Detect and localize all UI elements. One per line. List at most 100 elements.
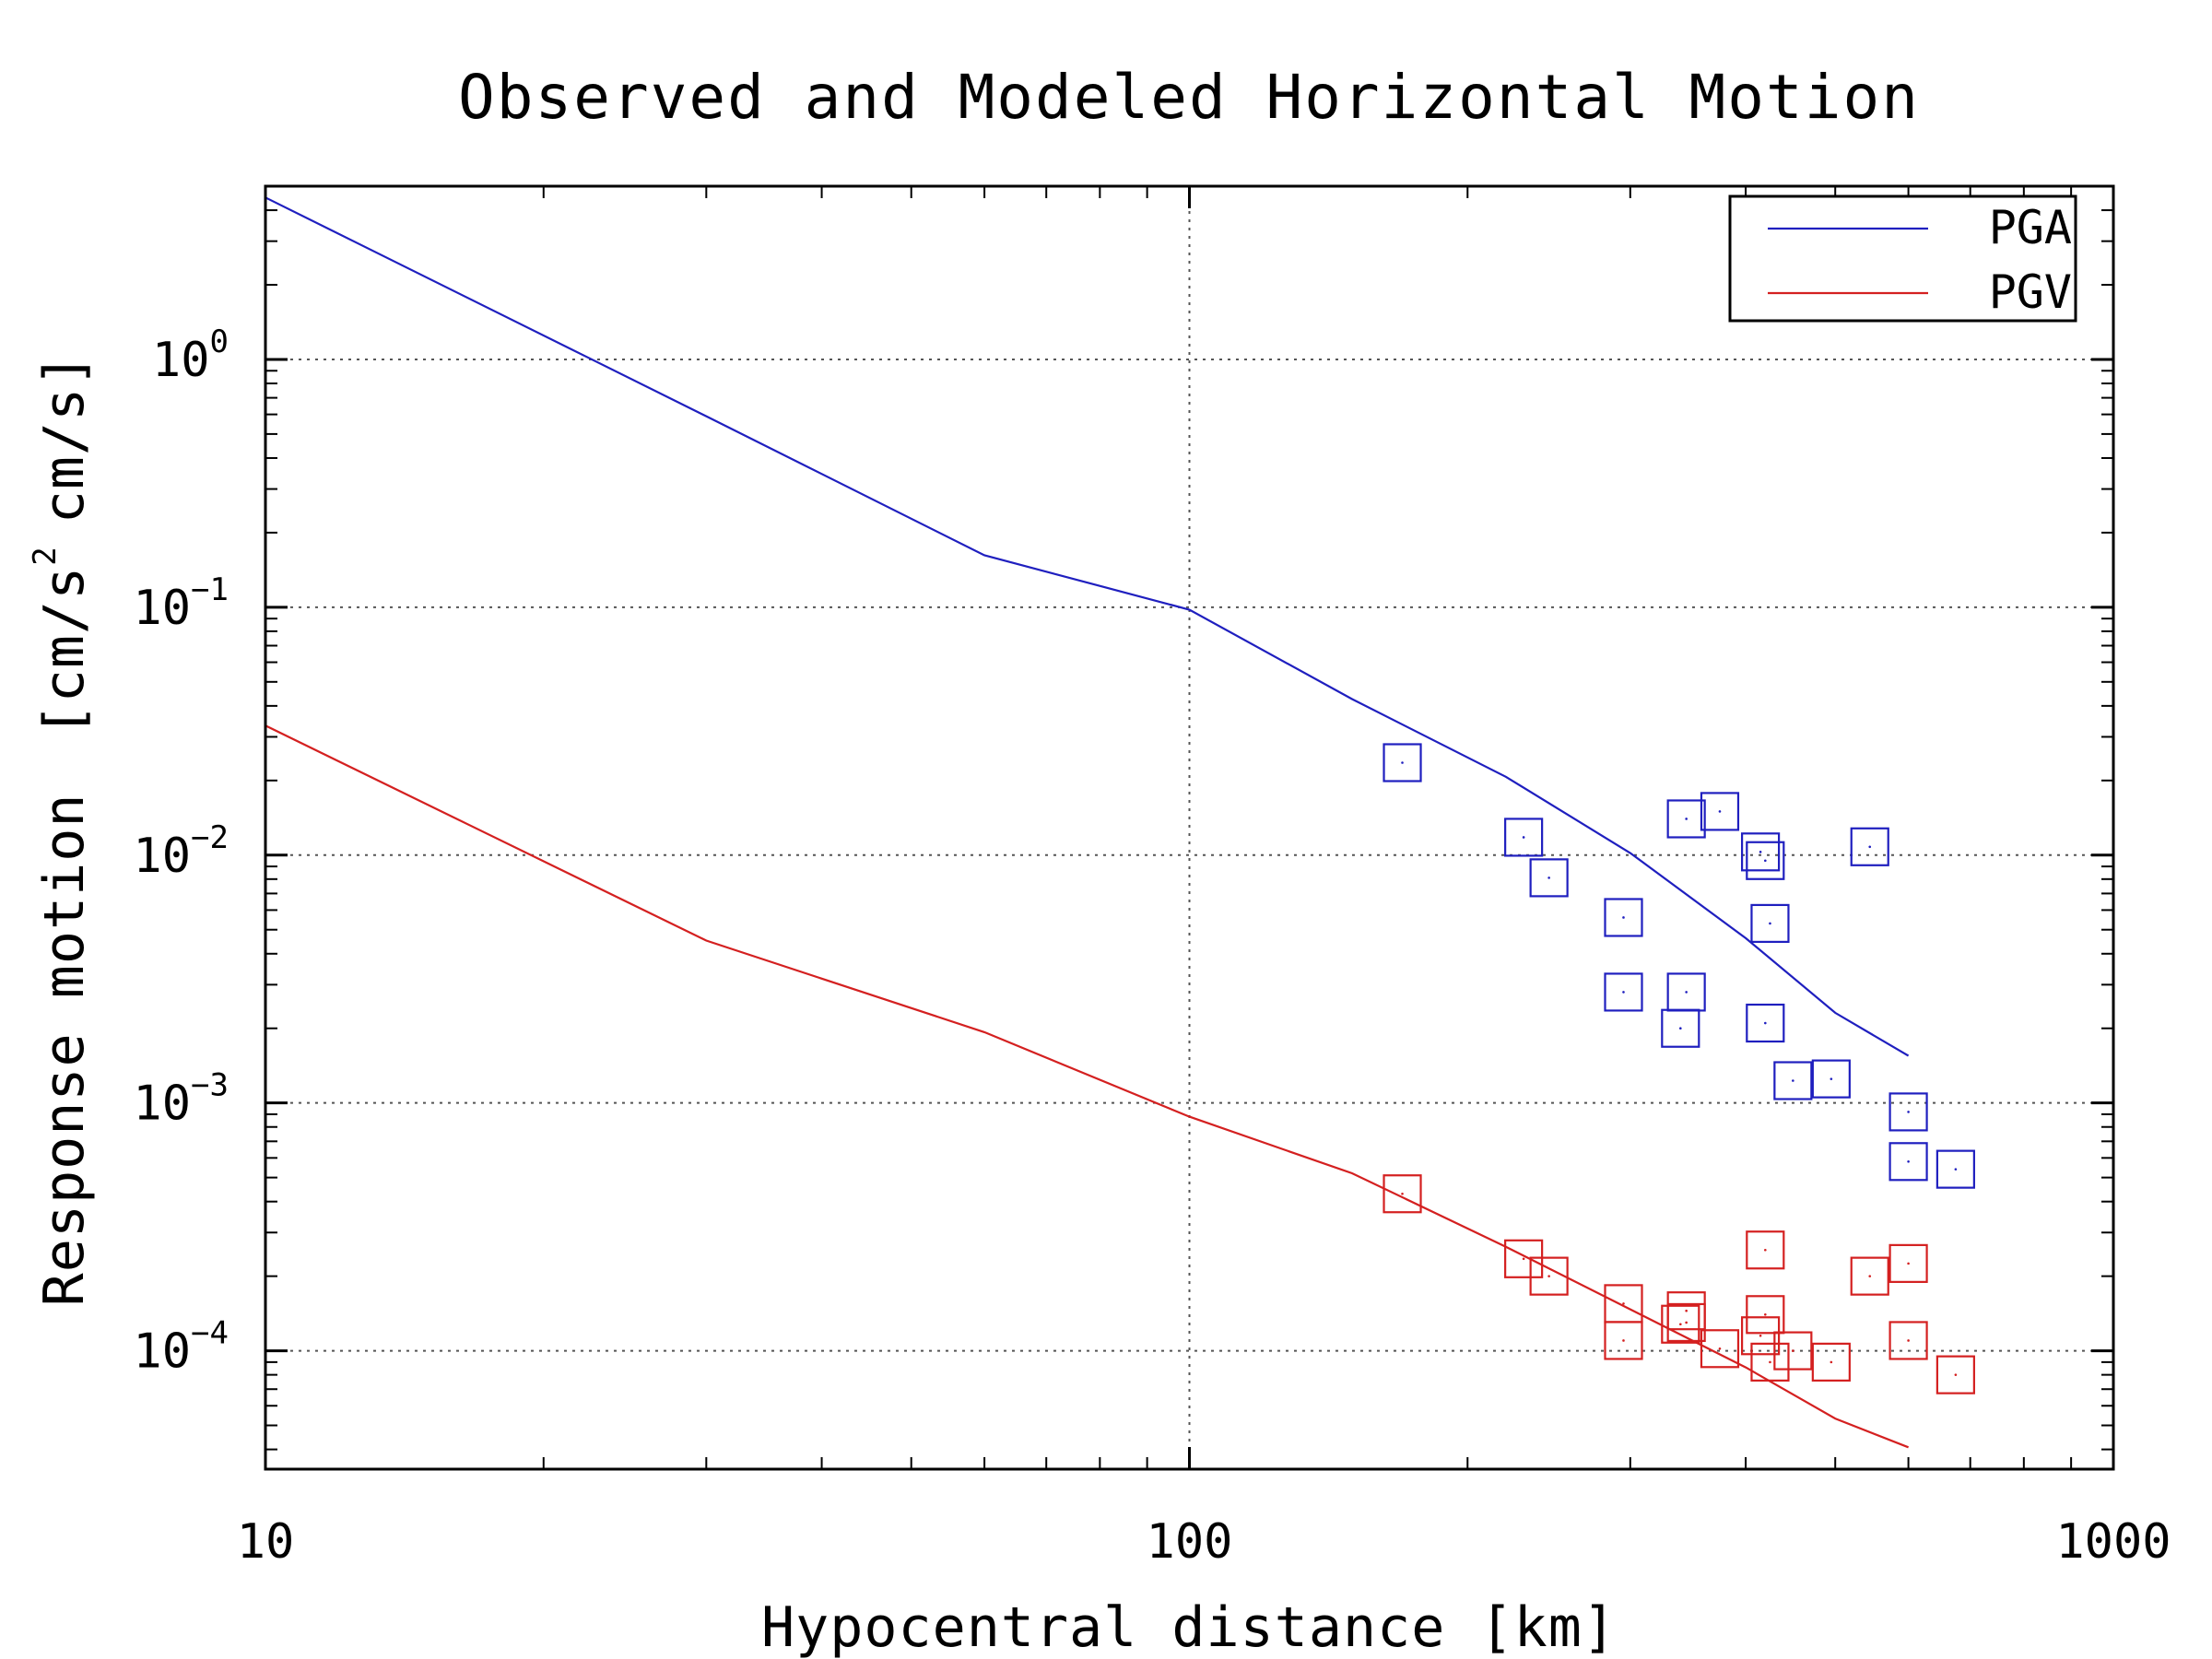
y-tick-exponent: −1 <box>191 571 229 608</box>
pga-observed-point <box>1740 832 1781 872</box>
pgv-observed-point <box>1661 1304 1700 1344</box>
y-tick-base: 10 <box>133 1324 191 1380</box>
pga-observed-point-center <box>1764 859 1767 863</box>
pga-observed-point <box>1936 1149 1975 1189</box>
pgv-observed-point <box>1666 1302 1706 1343</box>
pga-observed-point-center <box>1622 916 1625 919</box>
pga-observed-point <box>1850 827 1889 866</box>
pga-observed-point <box>1666 972 1706 1012</box>
pgv-observed-point <box>1382 1174 1422 1214</box>
pga-observed-point-center <box>1764 1021 1767 1025</box>
pga-observed-point-center <box>1718 810 1722 813</box>
pga-observed-point-center <box>1622 991 1625 994</box>
plot-frame <box>264 184 2115 1471</box>
pgv-observed-point-center <box>1759 1334 1762 1337</box>
pgv-observed-point-center <box>1764 1312 1767 1316</box>
minor-ticks <box>264 185 2115 1469</box>
pgv-observed-point <box>1700 1329 1740 1369</box>
pgv-observed-point <box>1888 1321 1928 1360</box>
pga-observed-point-center <box>1792 1079 1794 1082</box>
pgv-observed-point-center <box>1685 1309 1688 1312</box>
pga-observed-point <box>1666 799 1706 839</box>
pgv-observed-point-center <box>1522 1257 1525 1261</box>
x-tick-labels: 10 100 1000 <box>237 1514 2171 1570</box>
y-tick-exponent: −2 <box>191 819 229 856</box>
y-tick-base: 10 <box>133 581 191 636</box>
pgv-observed-point-center <box>1907 1339 1910 1342</box>
pga-observed-point-center <box>1830 1077 1833 1080</box>
pga-observed-point-center <box>1679 1027 1682 1030</box>
pgv-observed-point-center <box>1679 1323 1682 1326</box>
pga-observed-point-center <box>1769 922 1771 925</box>
pgv-observed-point-center <box>1830 1360 1833 1364</box>
series-pgv <box>265 724 1975 1449</box>
pga-observed-point-center <box>1759 851 1762 853</box>
pga-observed-point <box>1811 1059 1851 1099</box>
x-tick-label: 10 <box>237 1514 295 1570</box>
pga-observed-point-center <box>1907 1159 1910 1163</box>
x-axis-label: Hypocentral distance [km] <box>761 1595 1617 1659</box>
pgv-observed-point <box>1888 1243 1928 1283</box>
grid <box>265 186 2113 1469</box>
y-tick-label: 10−4 <box>133 1315 229 1380</box>
y-tick-label: 10−3 <box>133 1067 229 1132</box>
pga-observed-point-center <box>1954 1168 1958 1171</box>
x-tick-label: 100 <box>1147 1514 1233 1570</box>
pgv-observed-point-center <box>1769 1360 1771 1364</box>
pgv-observed-point <box>1529 1256 1569 1296</box>
pgv-observed-point <box>1504 1239 1544 1278</box>
pga-observed-point <box>1888 1142 1928 1182</box>
pga-observed-point <box>1604 898 1643 937</box>
pgv-observed-point <box>1604 1321 1643 1360</box>
y-tick-label: 100 <box>152 324 229 388</box>
pgv-observed-point <box>1811 1342 1851 1382</box>
y-tick-base: 10 <box>133 829 191 884</box>
legend: PGA PGV <box>1728 194 2077 323</box>
y-axis-label-superscript: 2 <box>27 546 64 565</box>
pga-observed-point <box>1604 972 1643 1012</box>
pgv-observed-point-center <box>1547 1275 1550 1277</box>
pgv-observed-point-center <box>1401 1192 1404 1195</box>
y-axis-label-unit-suffix: cm/s] <box>32 353 97 524</box>
pga-observed-point <box>1773 1061 1813 1100</box>
pgv-observed-point-center <box>1622 1339 1625 1342</box>
y-axis-label: Response motion [cm/s2 cm/s] <box>27 353 97 1307</box>
pga-observed-point-center <box>1907 1111 1910 1113</box>
pgv-observed-point-center <box>1685 1321 1688 1324</box>
y-tick-label: 10−2 <box>133 819 229 884</box>
pgv-observed-point <box>1750 1342 1790 1382</box>
pga-observed-point <box>1888 1092 1928 1132</box>
pgv-observed-point-center <box>1954 1373 1958 1376</box>
pga-observed-point <box>1700 792 1740 831</box>
pgv-observed-point-center <box>1764 1248 1767 1252</box>
pga-observed-point <box>1504 818 1544 857</box>
x-tick-label: 1000 <box>2055 1514 2171 1570</box>
pga-observed-point-center <box>1685 991 1688 994</box>
pga-observed-point <box>1529 858 1569 898</box>
pgv-model-line <box>265 724 1910 1449</box>
legend-label-pga: PGA <box>1989 201 2072 254</box>
y-tick-base: 10 <box>152 333 210 388</box>
pga-observed-point <box>1750 903 1790 944</box>
pga-observed-point <box>1746 841 1785 880</box>
pgv-observed-point-center <box>1718 1347 1722 1350</box>
pga-observed-point-center <box>1547 877 1550 879</box>
legend-label-pgv: PGV <box>1989 265 2072 319</box>
pgv-observed-point <box>1773 1331 1813 1371</box>
legend-box <box>1728 194 2077 323</box>
pga-observed-point-center <box>1868 845 1872 849</box>
pgv-observed-point-center <box>1868 1275 1872 1277</box>
pga-model-line <box>265 196 1910 1057</box>
pgv-observed-point-center <box>1622 1302 1625 1305</box>
pga-observed-point <box>1746 1003 1785 1043</box>
pga-observed-point-center <box>1522 836 1525 839</box>
pgv-observed-point <box>1936 1355 1975 1394</box>
chart-title: Observed and Modeled Horizontal Motion <box>458 62 1920 133</box>
pgv-observed-point <box>1850 1256 1889 1296</box>
pga-observed-point-center <box>1685 818 1688 820</box>
pgv-observed-point <box>1740 1316 1781 1356</box>
y-axis-label-main: Response motion <box>32 794 97 1307</box>
pgv-observed-point <box>1746 1230 1785 1270</box>
